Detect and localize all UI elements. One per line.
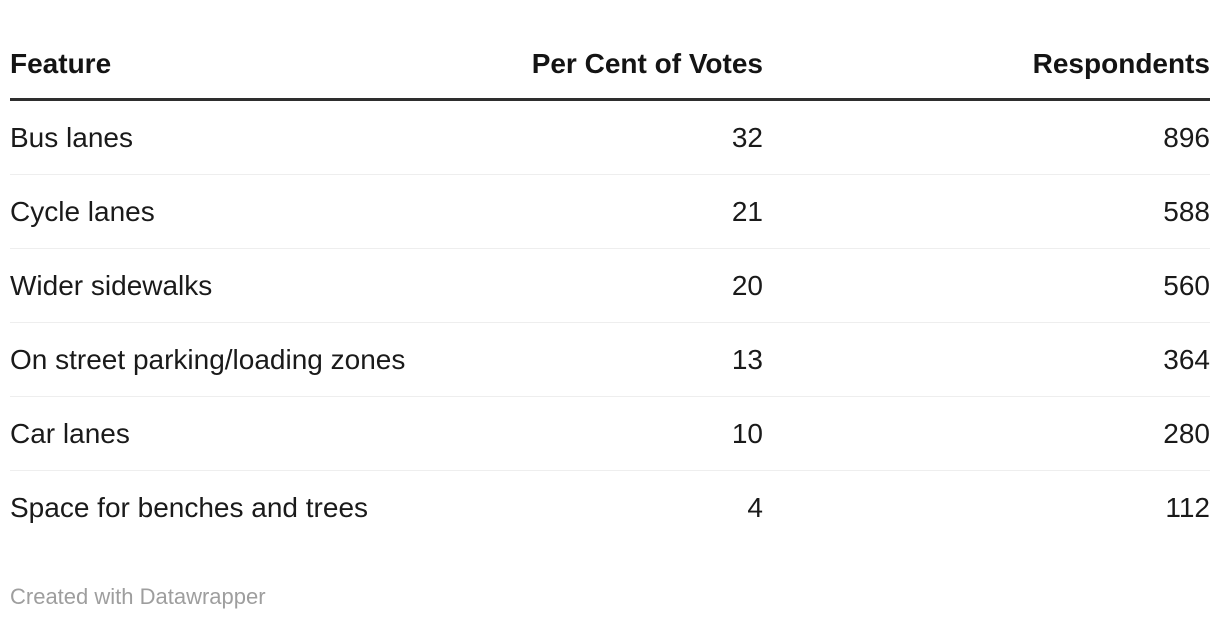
cell-percent: 13	[490, 322, 763, 397]
table-row: On street parking/loading zones 13 364	[10, 322, 1210, 397]
data-table-container: Feature Per Cent of Votes Respondents Bu…	[10, 30, 1210, 544]
table-row: Wider sidewalks 20 560	[10, 248, 1210, 323]
cell-feature: Space for benches and trees	[10, 491, 369, 523]
col-header-respondents: Respondents	[763, 30, 1210, 101]
datawrapper-attribution-link[interactable]: Created with Datawrapper	[10, 584, 266, 609]
cell-percent: 21	[490, 174, 763, 249]
data-table: Feature Per Cent of Votes Respondents Bu…	[10, 30, 1210, 544]
col-header-feature: Feature	[10, 30, 490, 101]
header-row: Feature Per Cent of Votes Respondents	[10, 30, 1210, 101]
cell-respondents: 560	[763, 248, 1210, 323]
cell-feature: Car lanes	[10, 396, 490, 471]
cell-respondents: 896	[763, 99, 1210, 175]
cell-percent: 32	[490, 99, 763, 175]
table-row: Car lanes 10 280	[10, 396, 1210, 471]
cell-respondents: 280	[763, 396, 1210, 471]
table-row: Bus lanes 32 896	[10, 99, 1210, 175]
cell-percent: 10	[490, 396, 763, 471]
col-header-percent-of-votes: Per Cent of Votes	[490, 30, 763, 101]
cell-feature: On street parking/loading zones	[10, 322, 490, 397]
cell-percent: 20	[490, 248, 763, 323]
cell-feature: Cycle lanes	[10, 174, 490, 249]
cell-feature: Wider sidewalks	[10, 248, 490, 323]
cell-respondents: 588	[763, 174, 1210, 249]
cell-respondents: 112	[1165, 491, 1210, 523]
cell-feature: Bus lanes	[10, 99, 490, 175]
table-row: Cycle lanes 21 588	[10, 174, 1210, 249]
cell-percent: 4	[747, 491, 763, 523]
cell-respondents: 364	[763, 322, 1210, 397]
table-row: Space for benches and trees 4 112	[10, 471, 1210, 545]
